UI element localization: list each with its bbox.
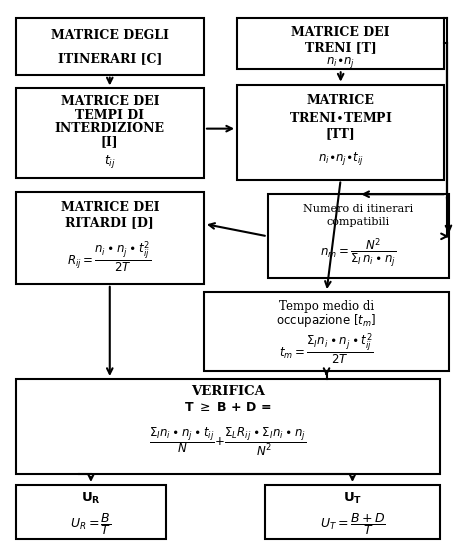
Text: $n_i{\bullet}n_j{\bullet}t_{ij}$: $n_i{\bullet}n_j{\bullet}t_{ij}$: [318, 150, 364, 167]
Text: $R_{ij} = \dfrac{n_i \bullet n_j \bullet t_{ij}^2}{2T}$: $R_{ij} = \dfrac{n_i \bullet n_j \bullet…: [67, 239, 152, 274]
Text: $\mathbf{U_R}$: $\mathbf{U_R}$: [81, 491, 101, 506]
Bar: [265, 485, 439, 539]
Text: TEMPI DI: TEMPI DI: [75, 109, 144, 122]
Bar: [16, 192, 204, 284]
Text: MATRICE DEI: MATRICE DEI: [61, 95, 159, 108]
Text: $\dfrac{\Sigma_I n_i \bullet n_j \bullet t_{ij}}{N}$$ + \dfrac{\Sigma_L R_{ij} \: $\dfrac{\Sigma_I n_i \bullet n_j \bullet…: [149, 426, 306, 458]
Text: $n_i{\bullet}n_j$: $n_i{\bullet}n_j$: [326, 55, 355, 69]
Text: $t_m = \dfrac{\Sigma_I n_i \bullet n_j \bullet t_{ij}^2}{2T}$: $t_m = \dfrac{\Sigma_I n_i \bullet n_j \…: [279, 331, 374, 366]
Bar: [237, 85, 444, 180]
Text: $n_m = \dfrac{N^2}{\Sigma_I\,n_i \bullet n_j}$: $n_m = \dfrac{N^2}{\Sigma_I\,n_i \bullet…: [320, 236, 397, 270]
Bar: [237, 17, 444, 69]
Text: [I]: [I]: [101, 135, 118, 149]
Bar: [204, 292, 449, 371]
Text: TRENI [T]: TRENI [T]: [305, 41, 376, 54]
Text: occupazione $[t_m]$: occupazione $[t_m]$: [276, 312, 377, 329]
Text: INTERDIZIONE: INTERDIZIONE: [55, 122, 165, 135]
Text: $U_R = \dfrac{B}{T}$: $U_R = \dfrac{B}{T}$: [70, 511, 112, 537]
Text: MATRICE: MATRICE: [307, 94, 374, 107]
Text: $U_T = \dfrac{B+D}{T}$: $U_T = \dfrac{B+D}{T}$: [319, 511, 385, 537]
Text: MATRICE DEI: MATRICE DEI: [61, 201, 159, 213]
Text: [TT]: [TT]: [326, 127, 356, 140]
Text: $t_{ij}$: $t_{ij}$: [104, 153, 116, 170]
Bar: [16, 88, 204, 178]
Text: compatibili: compatibili: [327, 217, 390, 227]
Bar: [16, 379, 439, 474]
Text: Numero di itinerari: Numero di itinerari: [303, 204, 413, 213]
Bar: [16, 485, 166, 539]
Text: $\mathbf{U_T}$: $\mathbf{U_T}$: [343, 491, 362, 506]
Text: T $\geq$ B + D =: T $\geq$ B + D =: [184, 401, 271, 414]
Text: MATRICE DEI: MATRICE DEI: [292, 26, 390, 39]
Bar: [16, 17, 204, 75]
Text: RITARDI [D]: RITARDI [D]: [65, 216, 154, 229]
Text: TRENI$\bullet$TEMPI: TRENI$\bullet$TEMPI: [289, 111, 392, 125]
Bar: [268, 194, 449, 278]
Text: VERIFICA: VERIFICA: [191, 385, 264, 398]
Text: Tempo medio di: Tempo medio di: [279, 300, 374, 313]
Text: ITINERARI [C]: ITINERARI [C]: [57, 52, 162, 66]
Text: MATRICE DEGLI: MATRICE DEGLI: [51, 29, 169, 43]
